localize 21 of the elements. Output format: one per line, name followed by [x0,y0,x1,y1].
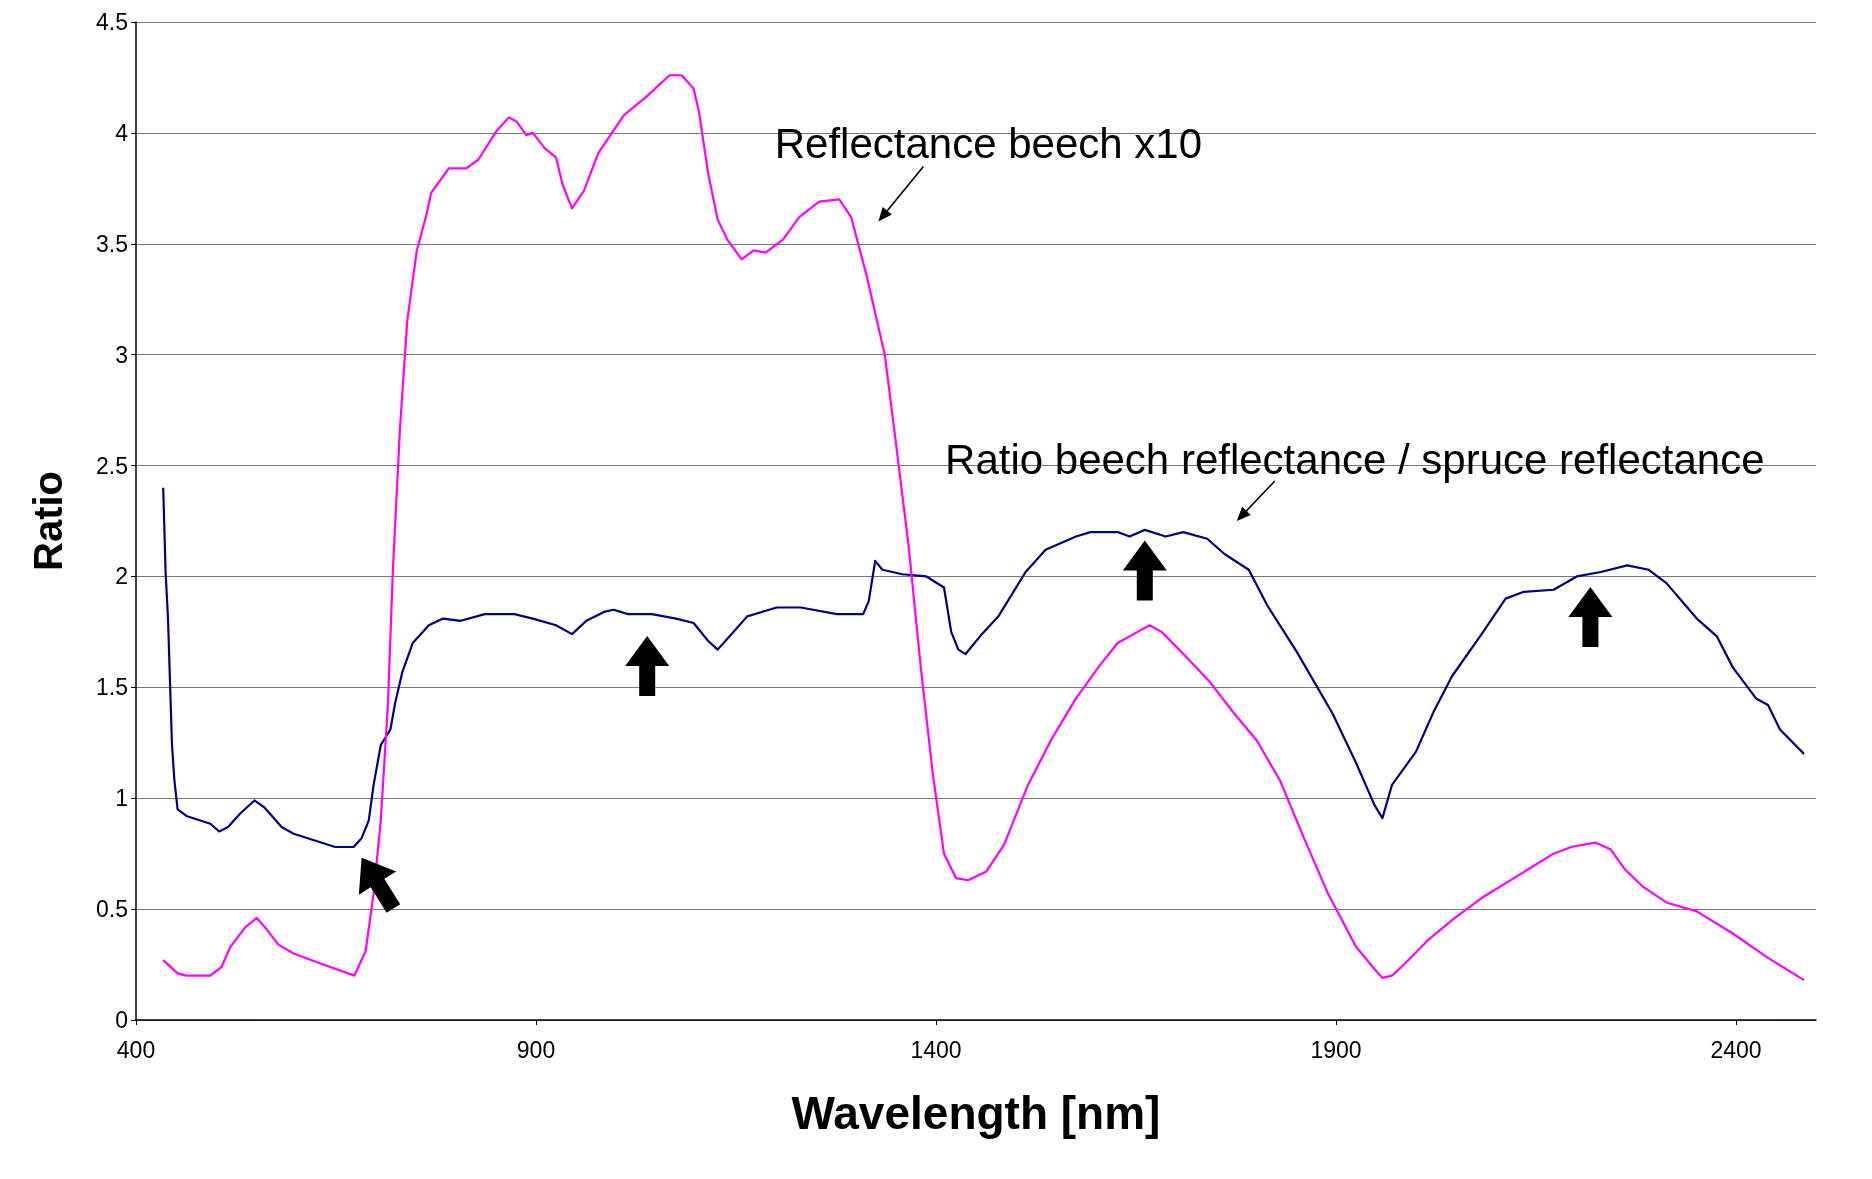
annotation: Reflectance beech x10 [774,120,1203,168]
line-series [162,74,1806,982]
y-tick-label: 1.5 [96,674,128,701]
line-series [162,486,1806,849]
y-tick-label: 2.5 [96,452,128,479]
y-tick-label: 1 [115,785,128,812]
y-tick-label: 4 [115,119,129,146]
x-tick-label: 2400 [1710,1036,1762,1063]
annotation: Ratio beech reflectance / spruce reflectance [945,435,1765,483]
y-tick-label: 0.5 [96,896,128,923]
x-tick-label: 1400 [910,1036,962,1063]
x-axis-title: Wavelength [nm] [791,1087,1161,1139]
x-tick-label: 900 [516,1036,556,1063]
y-tick-label: 3.5 [96,230,128,257]
y-tick-label: 3 [115,341,128,368]
y-axis-title: Ratio [26,471,70,571]
y-tick-label: 2 [115,563,128,590]
x-tick-label: 1900 [1310,1036,1362,1063]
y-tick-label: 0 [115,1007,128,1033]
x-tick-label: 400 [116,1036,156,1063]
y-tick-label: 4.5 [96,9,128,35]
